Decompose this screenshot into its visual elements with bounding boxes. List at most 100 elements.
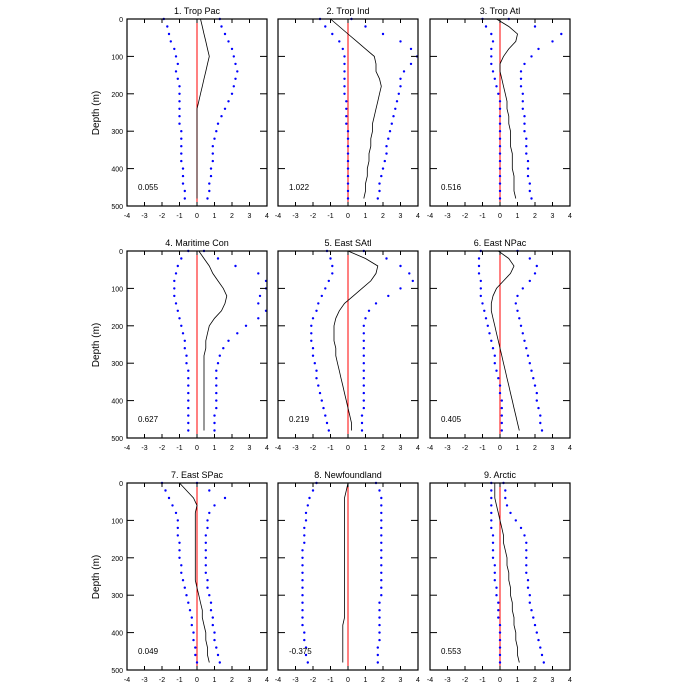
lower-bound-dot [303, 541, 306, 544]
upper-bound-dot [232, 85, 235, 88]
lower-bound-dot [313, 362, 316, 365]
lower-bound-dot [346, 145, 350, 148]
lower-bound-dot [183, 197, 186, 200]
lower-bound-dot [301, 609, 304, 612]
lower-bound-dot [491, 549, 495, 552]
upper-bound-dot [392, 115, 395, 118]
lower-bound-dot [490, 496, 493, 500]
upper-bound-dot [540, 429, 544, 432]
upper-bound-dot [236, 332, 239, 335]
lower-bound-dot [498, 107, 502, 111]
lower-bound-dot [325, 421, 329, 425]
upper-bound-dot [381, 32, 385, 36]
y-tick-label: 500 [111, 204, 123, 211]
upper-bound-dot [380, 579, 383, 582]
upper-bound-dot [519, 77, 523, 81]
lower-bound-dot [174, 511, 178, 515]
x-tick-label: 3 [399, 213, 403, 220]
lower-bound-dot [490, 55, 493, 58]
x-tick-label: 1 [213, 213, 217, 220]
upper-bound-dot [215, 391, 218, 395]
x-tick-label: 1 [364, 213, 368, 220]
upper-bound-dot [362, 377, 365, 380]
lower-bound-dot [498, 152, 502, 155]
x-tick-label: -1 [176, 445, 182, 452]
lower-bound-dot [497, 601, 500, 604]
upper-bound-dot [385, 145, 388, 148]
upper-bound-dot [209, 609, 213, 612]
lower-bound-dot [301, 564, 304, 567]
lower-bound-dot [327, 429, 330, 432]
upper-bound-dot [208, 182, 211, 185]
lower-bound-dot [310, 332, 313, 335]
upper-bound-dot [216, 122, 220, 125]
panel-4: 4. Maritime Con -4 -3 -2 -1 0 1 2 3 4 0 100 200 300 40… [111, 238, 269, 452]
upper-bound-dot [378, 609, 381, 612]
mean-profile-line [330, 18, 382, 199]
lower-bound-dot [500, 421, 503, 425]
lower-bound-dot [498, 623, 502, 627]
lower-bound-dot [338, 40, 341, 43]
upper-bound-dot [394, 107, 397, 111]
upper-bound-dot [537, 638, 540, 642]
lower-bound-dot [498, 167, 502, 170]
upper-bound-dot [528, 189, 531, 193]
upper-bound-dot [215, 369, 218, 372]
upper-bound-dot [213, 638, 216, 642]
upper-bound-dot [204, 534, 207, 537]
lower-bound-dot [187, 377, 190, 380]
lower-bound-dot [183, 586, 186, 589]
upper-bound-dot [232, 55, 235, 58]
upper-bound-dot [521, 287, 524, 290]
lower-bound-dot [497, 616, 500, 619]
y-tick-label: 0 [119, 481, 123, 488]
lower-bound-dot [479, 294, 482, 298]
x-tick-label: -2 [159, 213, 165, 220]
x-tick-label: 1 [213, 677, 217, 684]
upper-bound-dot [519, 85, 523, 88]
lower-bound-dot [187, 369, 190, 372]
panel-value-label: -0.375 [289, 647, 312, 656]
upper-bound-dot [519, 526, 523, 530]
upper-bound-dots [502, 481, 545, 664]
lower-bound-dot [495, 586, 498, 589]
lower-bound-dot [181, 167, 185, 170]
x-tick-label: 0 [346, 213, 350, 220]
x-tick-label: -4 [427, 213, 433, 220]
upper-bound-dot [213, 137, 216, 140]
lower-bound-dot [490, 62, 493, 66]
ylabel-row-3: Depth (m) [91, 555, 102, 599]
upper-bound-dot [378, 601, 381, 604]
lower-bound-dot [181, 332, 185, 335]
x-tick-label: 2 [230, 677, 234, 684]
upper-bound-dot [213, 414, 216, 417]
lower-bound-dot [493, 362, 496, 365]
x-tick-label: 4 [416, 213, 420, 220]
upper-bound-dot [408, 272, 411, 275]
upper-bound-dot [204, 556, 207, 559]
lower-bound-dot [178, 115, 181, 118]
x-tick-label: -4 [124, 445, 130, 452]
upper-bound-dot [236, 70, 239, 73]
lower-bound-dot [498, 189, 502, 193]
lower-bound-dot [310, 339, 313, 342]
mean-profile-line [490, 250, 520, 431]
lower-bound-dot [301, 571, 304, 574]
lower-bound-dot [343, 92, 346, 96]
upper-bound-dot [525, 541, 528, 544]
upper-bound-dot [388, 130, 392, 133]
lower-bound-dot [180, 571, 183, 574]
lower-bound-dot [185, 362, 188, 365]
upper-bound-dot [533, 384, 537, 387]
upper-bound-dot [390, 122, 393, 125]
upper-bound-dot [528, 601, 531, 604]
lower-bound-dot [324, 287, 327, 290]
upper-bound-dot [395, 100, 399, 103]
lower-bound-dot [341, 47, 344, 51]
upper-bound-dot [362, 354, 365, 357]
upper-bound-dot [364, 25, 367, 28]
upper-bound-dot [209, 601, 213, 604]
lower-bound-dot [301, 601, 304, 604]
upper-bound-dot [523, 534, 526, 537]
x-tick-label: 4 [265, 445, 269, 452]
